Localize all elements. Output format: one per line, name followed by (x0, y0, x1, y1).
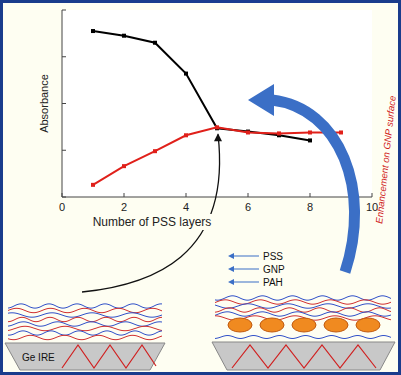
x-tick-label: 0 (59, 201, 65, 213)
series-marker (308, 130, 312, 134)
x-tick-label: 6 (245, 201, 251, 213)
series-marker (122, 164, 126, 168)
series-marker (91, 183, 95, 187)
label-patch (91, 214, 214, 230)
layer-pointer (232, 282, 259, 283)
pss-layer (215, 304, 391, 308)
x-tick-label: 2 (121, 201, 127, 213)
series-marker (246, 130, 250, 134)
x-tick (372, 193, 373, 197)
x-axis (62, 197, 372, 198)
link-arrow (82, 134, 220, 292)
pah-layer (215, 336, 391, 339)
series-marker (339, 130, 343, 134)
layer-pointer (232, 269, 259, 270)
layer-pointer-head (228, 266, 234, 272)
y-tick (62, 10, 66, 11)
series-marker (277, 131, 281, 135)
y-tick (62, 150, 66, 151)
layer-label: GNP (263, 264, 285, 275)
layer-label: PAH (263, 277, 283, 288)
border (2, 2, 400, 374)
x-tick-label: 4 (183, 201, 189, 213)
series-marker (215, 126, 219, 130)
layer-pointer-head (228, 279, 234, 285)
ir-beam (232, 345, 376, 368)
y-tick (62, 197, 66, 198)
polymer-layer (8, 313, 162, 317)
pss-layer (215, 300, 391, 304)
figure: 0246810AbsorbanceNumber of PSS layersEnh… (0, 0, 401, 375)
series-marker (215, 125, 219, 129)
polymer-layer (8, 335, 162, 339)
pss-layer (215, 312, 391, 316)
series-marker (91, 29, 95, 33)
x-tick-label: 8 (307, 201, 313, 213)
series-marker (308, 138, 312, 142)
x-tick (248, 193, 249, 197)
background (0, 0, 401, 375)
series-marker (184, 133, 188, 137)
series-marker (246, 130, 250, 134)
series-marker (153, 149, 157, 153)
ge-ire-crystal (212, 342, 395, 370)
layer-label: PSS (263, 251, 283, 262)
series-line (93, 31, 310, 140)
x-tick (310, 193, 311, 197)
polymer-layer (8, 331, 162, 335)
polymer-layer (8, 326, 162, 330)
annotation: Enhancement on GNP surface (373, 95, 397, 224)
gold-nanoparticle (260, 318, 284, 332)
x-tick (124, 193, 125, 197)
substrate-label: Ge IRE (22, 352, 55, 363)
plot-area (62, 10, 372, 197)
y-tick (62, 103, 66, 104)
series-line (93, 127, 341, 185)
x-tick (62, 193, 63, 197)
series-marker (184, 72, 188, 76)
enhancement-arrow (272, 100, 355, 272)
layer-pointer (232, 256, 259, 257)
polymer-layer (8, 317, 162, 321)
ge-ire-crystal (5, 343, 165, 370)
gold-nanoparticle (356, 318, 380, 332)
layer-pointer-head (228, 253, 234, 259)
polymer-layer (8, 308, 162, 312)
gold-nanoparticle (292, 318, 316, 332)
gold-nanoparticle (324, 318, 348, 332)
series-marker (153, 41, 157, 45)
polymer-layer (8, 304, 162, 308)
polymer-layer (8, 322, 162, 326)
y-axis-title: Absorbance (38, 74, 50, 133)
y-tick (62, 56, 66, 57)
pss-layer (215, 308, 391, 312)
gold-nanoparticle (228, 318, 252, 332)
x-tick (186, 193, 187, 197)
link-arrow-head (214, 133, 222, 141)
series-marker (122, 34, 126, 38)
x-axis-title: Number of PSS layers (93, 215, 212, 229)
ir-beam (62, 345, 156, 368)
enhancement-arrow-head (248, 84, 274, 116)
